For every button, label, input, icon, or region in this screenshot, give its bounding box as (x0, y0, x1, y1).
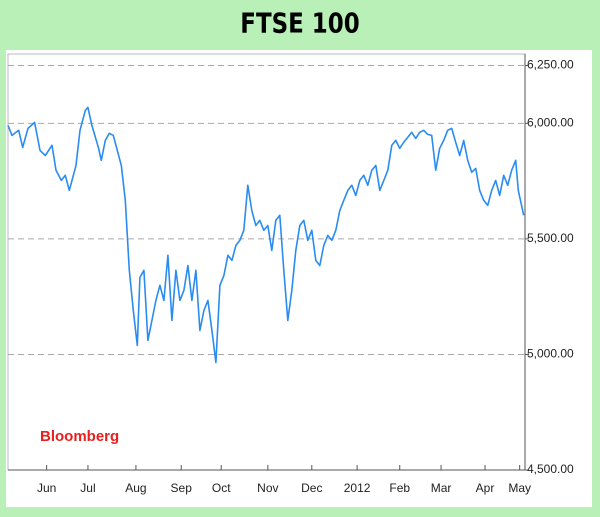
x-tick-label: Feb (389, 481, 410, 495)
y-tick-label: 6,250.00 (527, 58, 574, 72)
plot-area (7, 53, 526, 471)
x-tick-label: Oct (212, 481, 231, 495)
ticks: 4,500.00 5,000.00 5,500.00 6,000.00 6,250.00… (37, 58, 574, 495)
source-label: Bloomberg (40, 428, 119, 445)
x-tick-label: Mar (431, 481, 452, 495)
x-tick-label: Aug (125, 481, 146, 495)
x-tick-label: May (508, 481, 531, 495)
x-tick-label: Jul (80, 481, 95, 495)
x-tick-label: Jun (37, 481, 56, 495)
y-tick-label: 5,500.00 (527, 231, 574, 245)
x-tick-label: Dec (301, 481, 322, 495)
x-tick-label: Apr (476, 481, 495, 495)
x-tick-label: Nov (257, 481, 278, 495)
y-tick-label: 4,500.00 (527, 462, 574, 476)
lines (7, 106, 525, 364)
header (0, 0, 600, 50)
y-tick-label: 6,000.00 (527, 116, 574, 130)
y-tick-label: 5,000.00 (527, 347, 574, 361)
line-series (7, 106, 525, 364)
chart-title: FTSE 100 (240, 8, 359, 41)
x-tick-label: 2012 (344, 481, 371, 495)
x-tick-label: Sep (171, 481, 193, 495)
